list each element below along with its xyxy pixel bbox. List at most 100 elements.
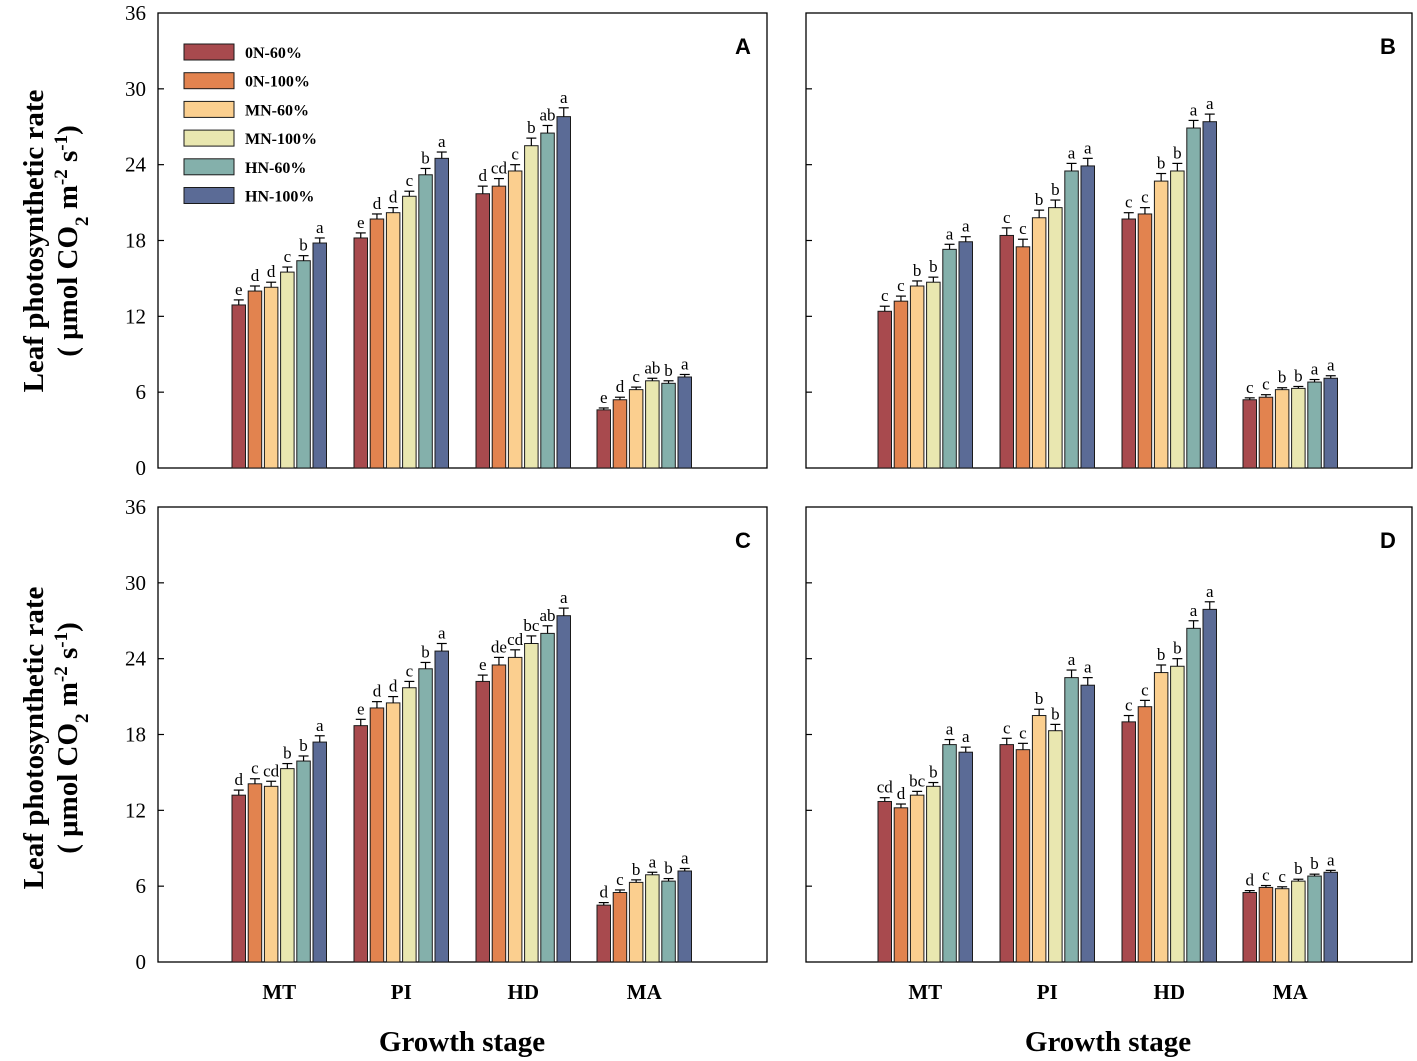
significance-letter: b — [1294, 859, 1303, 878]
bar — [1274, 389, 1290, 469]
bar — [385, 212, 401, 469]
bar — [434, 650, 449, 963]
bar — [353, 237, 368, 469]
bar — [1323, 871, 1338, 963]
legend-label: 0N-100% — [245, 74, 310, 91]
bar — [893, 300, 909, 469]
significance-letter: c — [1019, 723, 1027, 742]
bar — [507, 656, 523, 963]
x-category-label: MA — [1273, 980, 1309, 1004]
significance-letter: d — [389, 188, 398, 207]
bar — [1080, 684, 1095, 963]
significance-letter: a — [1084, 138, 1092, 157]
bar — [524, 643, 539, 963]
legend-swatch — [183, 100, 235, 118]
bar — [231, 304, 246, 469]
significance-letter: a — [1327, 356, 1335, 375]
significance-letter: c — [881, 286, 889, 305]
significance-letter: a — [560, 88, 568, 107]
y-title-line1: Leaf photosynthetic rate — [18, 89, 50, 392]
significance-letter: a — [1068, 143, 1076, 162]
bar — [475, 193, 490, 469]
significance-letter: b — [283, 744, 292, 763]
significance-letter: a — [1206, 582, 1214, 601]
legend-label: HN-60% — [245, 160, 306, 177]
bar — [507, 170, 523, 469]
significance-letter: e — [235, 280, 243, 299]
significance-letter: cd — [491, 159, 508, 178]
bar — [1307, 381, 1322, 469]
significance-letter: d — [479, 166, 488, 185]
significance-letter: d — [267, 262, 276, 281]
significance-letter: c — [897, 276, 905, 295]
bar — [1048, 730, 1063, 963]
bar — [1274, 888, 1290, 963]
bar — [1258, 396, 1274, 469]
bar — [540, 132, 555, 469]
bar — [1242, 891, 1257, 963]
y-tick-label: 18 — [125, 723, 146, 747]
significance-letter: b — [1310, 854, 1319, 873]
significance-letter: b — [913, 261, 922, 280]
bar — [540, 632, 555, 963]
significance-letter: a — [1311, 360, 1319, 379]
bar — [893, 807, 909, 963]
y-title-line2: ( μmol CO2 m-2 s-1) — [51, 622, 93, 854]
bar — [677, 870, 692, 963]
legend-swatch — [183, 158, 235, 176]
y-tick-label: 6 — [136, 874, 147, 898]
bar — [612, 891, 628, 963]
panel-label: B — [1380, 34, 1396, 59]
legend-swatch — [183, 129, 235, 147]
legend-label: MN-100% — [245, 131, 317, 148]
significance-letter: b — [1157, 645, 1166, 664]
x-category-label: PI — [391, 980, 412, 1004]
bar — [1048, 207, 1063, 469]
significance-letter: c — [1141, 188, 1149, 207]
significance-letter: b — [1051, 704, 1060, 723]
significance-letter: d — [616, 377, 625, 396]
bar — [909, 794, 925, 963]
x-category-label: MT — [908, 980, 942, 1004]
y-tick-label: 36 — [125, 495, 146, 519]
bar — [1121, 218, 1136, 469]
significance-letter: a — [560, 588, 568, 607]
significance-letter: d — [600, 883, 609, 902]
significance-letter: b — [929, 763, 938, 782]
legend-swatch — [183, 72, 235, 90]
significance-letter: c — [406, 171, 414, 190]
significance-letter: c — [616, 870, 624, 889]
bar — [1015, 246, 1031, 469]
x-category-label: HD — [508, 980, 540, 1004]
significance-letter: ab — [540, 105, 556, 124]
significance-letter: b — [664, 361, 673, 380]
bar — [353, 725, 368, 963]
significance-letter: d — [373, 194, 382, 213]
significance-letter: c — [1262, 375, 1270, 394]
bar — [524, 145, 539, 469]
y-tick-label: 0 — [136, 950, 147, 974]
bar — [1258, 886, 1274, 963]
significance-letter: a — [1190, 100, 1198, 119]
legend-swatch — [183, 43, 235, 61]
bar — [877, 310, 892, 469]
bar — [958, 751, 973, 963]
bar — [231, 794, 246, 963]
bar — [418, 174, 433, 469]
bar — [556, 615, 571, 963]
bar — [1186, 627, 1201, 963]
significance-letter: bc — [909, 771, 926, 790]
bar — [628, 881, 644, 963]
bar — [999, 234, 1014, 469]
significance-letter: a — [962, 217, 970, 236]
significance-letter: c — [1003, 208, 1011, 227]
bar — [418, 668, 433, 963]
significance-letter: b — [1051, 180, 1060, 199]
y-tick-label: 6 — [136, 380, 147, 404]
legend: 0N-60% 0N-100% MN-60% MN-100% HN-60% HN-100% — [183, 43, 317, 206]
y-tick-label: 18 — [125, 229, 146, 253]
significance-letter: c — [511, 145, 519, 164]
y-tick-label: 24 — [125, 647, 147, 671]
significance-letter: ab — [540, 606, 556, 625]
significance-letter: c — [251, 759, 259, 778]
